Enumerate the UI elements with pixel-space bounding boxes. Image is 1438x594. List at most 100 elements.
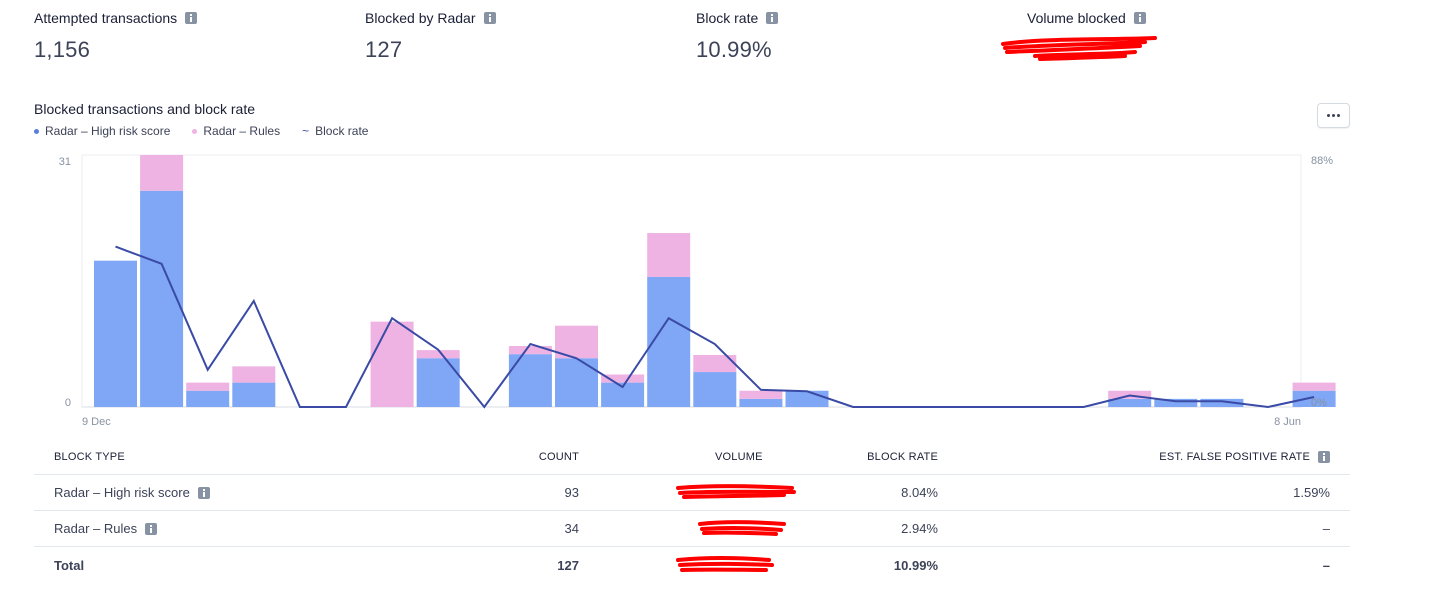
info-icon[interactable] (185, 12, 198, 24)
bar-rules[interactable] (647, 233, 691, 277)
block-rate-line (115, 245, 1315, 409)
metric-volume-blocked: Volume blocked (1027, 9, 1146, 27)
redaction-scribble (698, 519, 786, 536)
metric-label-wrap: Volume blocked (1027, 9, 1146, 27)
bar-rules[interactable] (232, 366, 276, 383)
bar-high-risk[interactable] (1292, 390, 1336, 407)
legend-label: Radar – High risk score (45, 124, 171, 138)
bars-group (94, 155, 1336, 407)
legend-item-high-risk[interactable]: Radar – High risk score (34, 124, 170, 138)
bar-rules[interactable] (555, 325, 598, 359)
x-tick-start: 9 Dec (82, 416, 111, 428)
bar-rules[interactable] (140, 155, 184, 191)
metric-label-wrap: Blocked by Radar (365, 9, 496, 27)
bar-high-risk[interactable] (416, 358, 460, 407)
row-type-cell: Radar – High risk score (54, 485, 210, 500)
bar-rules[interactable] (416, 350, 460, 359)
bar-high-risk[interactable] (1154, 398, 1198, 407)
info-icon[interactable] (145, 522, 158, 535)
block-type-table: BLOCK TYPE COUNT VOLUME BLOCK RATE EST. … (34, 440, 1350, 583)
chart-legend: Radar – High risk score Radar – Rules ~ … (34, 124, 368, 138)
metric-value: 1,156 (34, 37, 91, 62)
header-label: EST. FALSE POSITIVE RATE (1159, 451, 1310, 463)
info-icon[interactable] (483, 12, 496, 24)
y2-tick-min: 0% (1311, 397, 1327, 409)
row-block-rate: 2.94% (901, 521, 938, 536)
total-label: Total (54, 557, 85, 573)
bar-high-risk[interactable] (1200, 398, 1244, 407)
line-icon: ~ (302, 124, 310, 138)
bar-high-risk[interactable] (186, 390, 230, 407)
bar-rules[interactable] (186, 382, 230, 391)
bar-rules[interactable] (508, 346, 552, 355)
table-header: BLOCK TYPE COUNT VOLUME BLOCK RATE EST. … (34, 440, 1350, 475)
row-count: 93 (564, 485, 579, 500)
info-icon[interactable] (766, 12, 779, 24)
metric-value: 127 (365, 37, 403, 62)
legend-label: Radar – Rules (203, 124, 281, 138)
table-row[interactable]: Radar – High risk score 93 8.04% 1.59% (34, 475, 1350, 511)
row-type: Radar – High risk score (54, 485, 190, 500)
bar-rules[interactable] (693, 354, 737, 373)
legend-dot (34, 128, 39, 134)
table-row[interactable]: Radar – Rules 34 2.94% – (34, 511, 1350, 547)
bar-high-risk[interactable] (555, 358, 598, 407)
header-volume[interactable]: VOLUME (715, 451, 763, 463)
legend-item-block-rate[interactable]: ~ Block rate (302, 124, 368, 138)
y2-tick-max: 88% (1311, 155, 1333, 167)
header-block-type[interactable]: BLOCK TYPE (54, 451, 125, 463)
row-block-rate: 8.04% (901, 485, 938, 500)
row-type-cell: Radar – Rules (54, 521, 158, 536)
metric-label: Blocked by Radar (365, 10, 476, 26)
metric-blocked-by-radar: Blocked by Radar 127 (365, 9, 496, 63)
bar-high-risk[interactable] (94, 260, 137, 407)
metric-label-wrap: Block rate (696, 9, 779, 27)
row-type: Radar – Rules (54, 521, 138, 536)
bar-high-risk[interactable] (693, 372, 737, 407)
bar-high-risk[interactable] (1108, 398, 1152, 407)
y-tick-min: 0 (65, 397, 71, 409)
metric-block-rate: Block rate 10.99% (696, 9, 779, 63)
row-false-positive-rate: – (1322, 521, 1330, 536)
more-options-button[interactable] (1317, 103, 1350, 128)
dot-icon (1332, 114, 1335, 117)
total-block-rate: 10.99% (893, 557, 938, 573)
x-tick-end: 8 Jun (1274, 416, 1301, 428)
metric-label: Volume blocked (1027, 10, 1126, 26)
info-icon[interactable] (1318, 451, 1330, 463)
redaction-scribble (676, 483, 796, 499)
total-false-positive-rate: – (1322, 557, 1330, 573)
info-icon[interactable] (1133, 12, 1146, 24)
legend-item-rules[interactable]: Radar – Rules (192, 124, 280, 138)
total-count: 127 (557, 557, 579, 573)
metric-attempted-transactions: Attempted transactions 1,156 (34, 9, 198, 63)
legend-label: Block rate (315, 124, 369, 138)
bar-rules[interactable] (739, 390, 783, 399)
bar-high-risk[interactable] (739, 398, 783, 407)
header-count[interactable]: COUNT (538, 451, 579, 463)
legend-dot (192, 128, 198, 134)
bar-high-risk[interactable] (508, 354, 552, 407)
bar-high-risk[interactable] (785, 390, 829, 407)
header-block-rate[interactable]: BLOCK RATE (867, 451, 938, 463)
metric-label: Block rate (696, 10, 759, 26)
table-total-row: Total 127 10.99% – (34, 547, 1350, 583)
y-tick-max: 31 (59, 156, 71, 168)
row-count: 34 (564, 521, 579, 536)
bar-rules[interactable] (1292, 382, 1336, 391)
bar-rules[interactable] (370, 321, 414, 407)
redaction-scribble (1001, 36, 1157, 61)
bar-high-risk[interactable] (232, 382, 276, 407)
chart-title: Blocked transactions and block rate (34, 101, 256, 117)
blocked-transactions-chart: 31 0 88% 0% 9 Dec 8 Jun (59, 154, 1336, 428)
metric-label: Attempted transactions (34, 10, 178, 26)
metric-label-wrap: Attempted transactions (34, 9, 198, 27)
row-false-positive-rate: 1.59% (1293, 485, 1330, 500)
bar-high-risk[interactable] (647, 276, 691, 407)
bar-rules[interactable] (601, 374, 645, 383)
metric-value: 10.99% (696, 37, 772, 62)
info-icon[interactable] (197, 486, 210, 499)
redaction-scribble (676, 556, 774, 572)
header-false-positive-rate[interactable]: EST. FALSE POSITIVE RATE (1159, 451, 1330, 463)
dot-icon (1337, 114, 1340, 117)
